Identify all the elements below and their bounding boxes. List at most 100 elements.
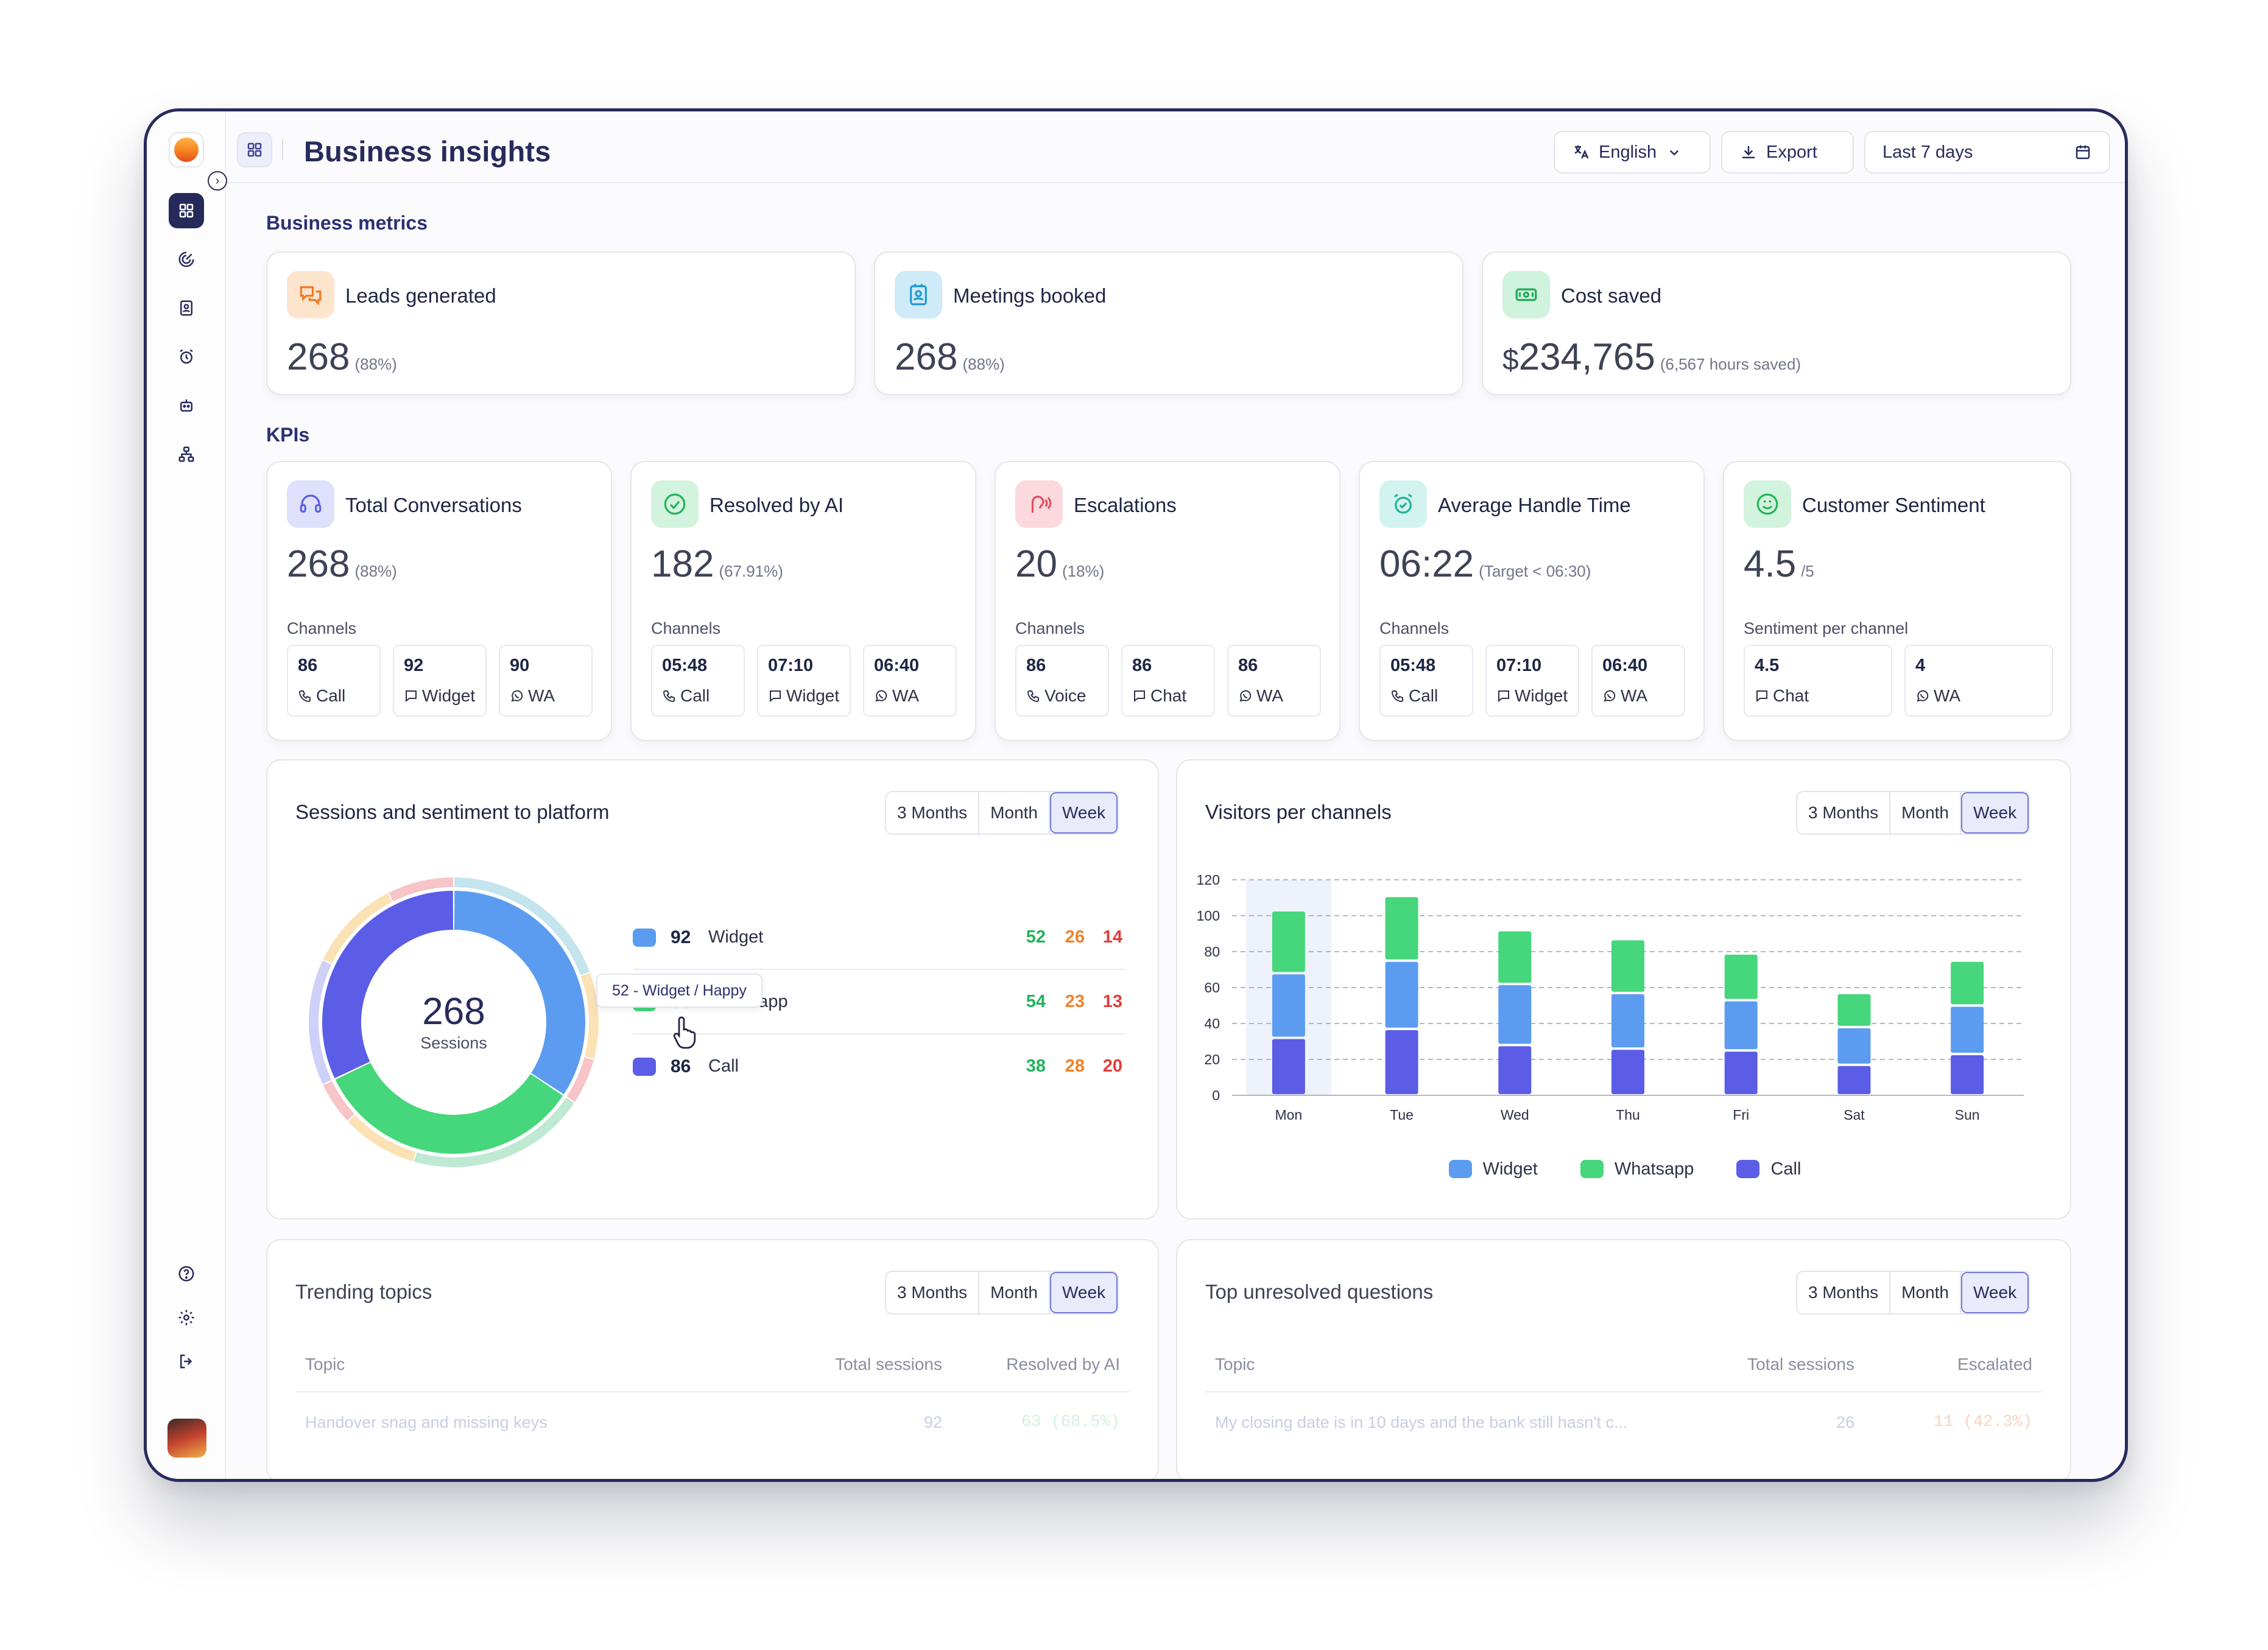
bar-widget-sat[interactable] [1837, 1028, 1871, 1064]
whatsapp-icon [511, 690, 523, 702]
export-button[interactable]: Export [1721, 131, 1854, 174]
bar-call-sun[interactable] [1951, 1055, 1984, 1094]
sentiment-arc-whatsapp-happy [414, 1097, 574, 1167]
legend-label: Whatsapp [1614, 1159, 1694, 1179]
legend-item-widget[interactable]: Widget [1448, 1155, 1538, 1183]
bar-widget-sun[interactable] [1951, 1006, 1984, 1053]
panel-title: Sessions and sentiment to platform [295, 801, 610, 823]
donut-total: 268 [422, 991, 485, 1033]
bar-call-wed[interactable] [1498, 1046, 1532, 1094]
export-label: Export [1766, 142, 1817, 162]
tab-3-months[interactable]: 3 Months [1797, 792, 1891, 834]
legend-label: Call [708, 1056, 739, 1076]
bar-whatsapp-fri[interactable] [1724, 954, 1758, 999]
column-header-escalated[interactable]: Escalated [1957, 1355, 2032, 1374]
sidebar-item-logout[interactable] [169, 1344, 204, 1379]
bar-whatsapp-mon[interactable] [1272, 911, 1305, 972]
app-logo[interactable] [169, 132, 204, 167]
tab-week[interactable]: Week [1050, 792, 1118, 834]
legend-item-call[interactable]: Call [1736, 1155, 1801, 1183]
bar-call-thu[interactable] [1611, 1050, 1644, 1094]
kpi-card-escalations[interactable]: Escalations 20 (18%) Channels 86 Voice 86 C… [995, 461, 1340, 741]
column-header-resolved-by-ai[interactable]: Resolved by AI [1006, 1355, 1120, 1374]
user-avatar[interactable] [167, 1419, 206, 1458]
legend-row[interactable]: 92 Widget 52 26 14 [633, 907, 1126, 970]
bar-widget-wed[interactable] [1498, 985, 1532, 1044]
column-header-total-sessions[interactable]: Total sessions [835, 1355, 942, 1374]
tab-3-months[interactable]: 3 Months [1797, 1272, 1891, 1313]
language-select[interactable]: English [1554, 131, 1711, 174]
column-header-topic[interactable]: Topic [305, 1355, 345, 1374]
chip-value: 05:48 [662, 656, 708, 675]
bar-whatsapp-thu[interactable] [1611, 940, 1644, 992]
bar-call-tue[interactable] [1385, 1030, 1418, 1094]
bar-widget-fri[interactable] [1724, 1001, 1758, 1050]
sidebar-item-settings[interactable] [169, 1300, 204, 1335]
donut-segment-whatsapp[interactable] [335, 1062, 563, 1154]
y-tick-label: 60 [1204, 980, 1220, 995]
kpi-card-customer-sentiment[interactable]: Customer Sentiment 4.5/5 Sentiment per c… [1723, 461, 2071, 741]
kpi-card-resolved-by-ai[interactable]: Resolved by AI 182 (67.91%) Channels 05:4… [630, 461, 976, 741]
x-tick-label: Fri [1733, 1107, 1749, 1123]
bar-widget-tue[interactable] [1385, 961, 1418, 1028]
visitors-bar-chart[interactable]: 0 20 40 60 80 100 120 Mon Tue Wed Thu Fri Sat Sun [1189, 864, 2054, 1150]
neutral-count: 28 [1065, 1056, 1085, 1076]
legend-item-whatsapp[interactable]: Whatsapp [1580, 1155, 1694, 1183]
tab-month[interactable]: Month [1890, 792, 1961, 834]
bar-whatsapp-tue[interactable] [1385, 897, 1418, 960]
kpi-card-total-conversations[interactable]: Total Conversations 268 (88%) Channels 86… [266, 461, 612, 741]
tab-3-months[interactable]: 3 Months [886, 1272, 980, 1313]
chip-label-row: WA [874, 686, 919, 706]
bar-widget-thu[interactable] [1611, 994, 1644, 1048]
column-header-total-sessions[interactable]: Total sessions [1747, 1355, 1854, 1374]
metric-card-cost-saved[interactable]: Cost saved $234,765 (6,567 hours saved) [1482, 251, 2071, 395]
tab-week[interactable]: Week [1961, 792, 2029, 834]
chip-label: WA [892, 686, 920, 705]
sidebar-item-contacts[interactable] [169, 290, 204, 326]
bar-call-sat[interactable] [1837, 1065, 1871, 1094]
channel-chip-wa: 06:40 WA [1591, 645, 1685, 717]
range-tabs: 3 Months Month Week [1796, 791, 2030, 835]
tab-month[interactable]: Month [979, 1272, 1050, 1313]
tab-month[interactable]: Month [979, 792, 1050, 834]
analytics-icon [178, 251, 194, 267]
donut-segment-widget[interactable] [454, 891, 586, 1095]
bar-call-mon[interactable] [1272, 1039, 1305, 1094]
sidebar-item-bots[interactable] [169, 388, 204, 423]
tab-week[interactable]: Week [1050, 1272, 1118, 1313]
unhappy-count: 13 [1102, 992, 1122, 1011]
sessions-donut-chart[interactable]: 268 Sessions [295, 864, 612, 1181]
metric-card-leads[interactable]: Leads generated 268 (88%) [266, 251, 856, 395]
tab-3-months[interactable]: 3 Months [886, 792, 980, 834]
sidebar-item-help[interactable] [169, 1256, 204, 1291]
date-range-picker[interactable]: Last 7 days [1864, 131, 2110, 174]
sidebar-item-dashboard[interactable] [169, 193, 204, 228]
happy-count: 52 [1026, 927, 1046, 947]
chip-label: WA [528, 686, 555, 705]
sidebar-item-organization[interactable] [169, 437, 204, 472]
bar-call-fri[interactable] [1724, 1051, 1758, 1094]
tab-week[interactable]: Week [1961, 1272, 2029, 1313]
bar-whatsapp-sat[interactable] [1837, 994, 1871, 1026]
bar-widget-mon[interactable] [1272, 974, 1305, 1037]
kpi-card-average-handle-time[interactable]: Average Handle Time 06:22 (Target < 06:30… [1359, 461, 1705, 741]
sentiment-arc-widget-happy [454, 877, 590, 975]
donut-segment-call[interactable] [322, 891, 454, 1078]
donut-tooltip: 52 - Widget / Happy [596, 974, 762, 1008]
bar-whatsapp-wed[interactable] [1498, 931, 1532, 983]
bar-whatsapp-sun[interactable] [1951, 961, 1984, 1005]
legend-row[interactable]: 86 Call 38 28 20 [633, 1036, 1126, 1099]
bar-chart-legend: Widget Whatsapp Call [1177, 1155, 2073, 1183]
metric-card-meetings[interactable]: Meetings booked 268 (88%) [874, 251, 1463, 395]
sidebar-collapse-button[interactable]: › [208, 171, 227, 191]
legend-swatch [1736, 1160, 1760, 1178]
column-header-topic[interactable]: Topic [1215, 1355, 1255, 1374]
calendar-contact-icon [895, 271, 942, 318]
tab-month[interactable]: Month [1890, 1272, 1961, 1313]
metric-title: Cost saved [1561, 284, 1662, 307]
sidebar-item-analytics[interactable] [169, 242, 204, 277]
page-menu-button[interactable] [237, 132, 272, 167]
chip-label-row: WA [1602, 686, 1647, 706]
pointer-cursor-icon [673, 1016, 696, 1049]
sidebar-item-alarms[interactable] [169, 339, 204, 374]
